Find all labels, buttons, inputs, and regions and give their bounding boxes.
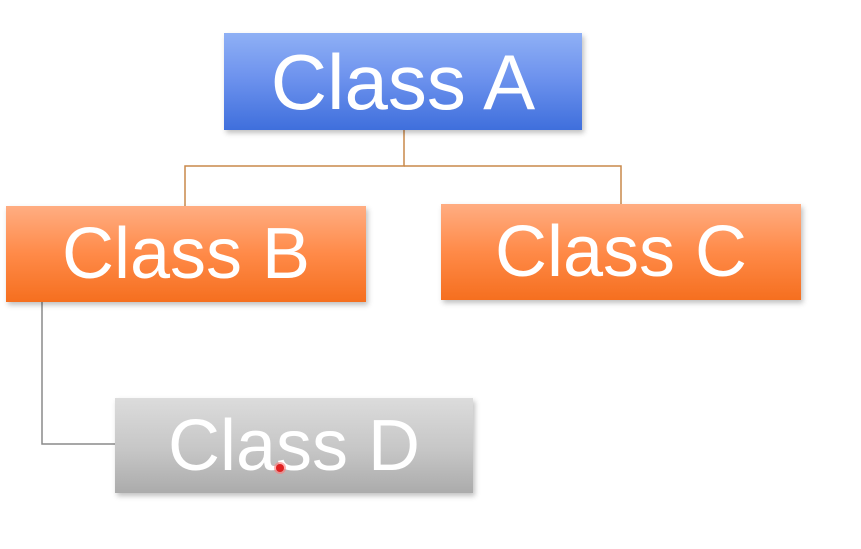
class-a-node: Class A xyxy=(224,33,582,130)
class-a-label: Class A xyxy=(270,37,536,126)
connector-b-to-d xyxy=(41,302,115,445)
class-d-label: Class D xyxy=(167,405,421,486)
connector-a-to-c xyxy=(404,165,622,204)
connector-a-to-b xyxy=(184,130,405,206)
class-c-node: Class C xyxy=(441,204,801,300)
class-d-node: Class D xyxy=(115,398,473,493)
presentation-pointer-icon xyxy=(276,464,284,472)
class-c-label: Class C xyxy=(494,212,748,292)
class-b-node: Class B xyxy=(6,206,366,302)
class-b-label: Class B xyxy=(61,214,311,294)
